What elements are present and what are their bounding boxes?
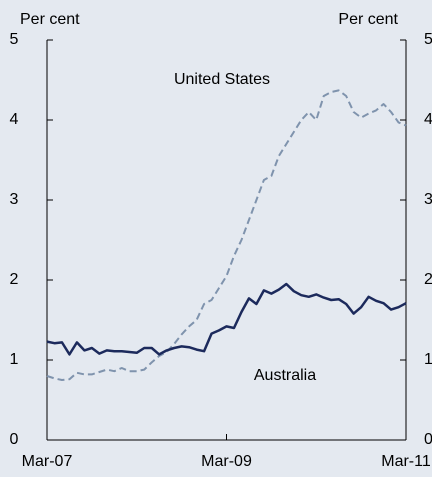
- y2-axis-label: Per cent: [338, 11, 398, 28]
- y2-tick-label: 4: [424, 111, 432, 128]
- y-tick-label: 5: [10, 31, 19, 48]
- y2-tick-label: 3: [424, 191, 432, 208]
- y2-tick-label: 1: [424, 351, 432, 368]
- series-label: United States: [174, 71, 270, 88]
- y-tick-label: 1: [10, 351, 19, 368]
- x-tick-label: Mar-09: [201, 453, 252, 470]
- y2-tick-label: 0: [424, 431, 432, 448]
- y-tick-label: 4: [10, 111, 19, 128]
- series-label: Australia: [254, 367, 316, 384]
- y2-tick-label: 5: [424, 31, 432, 48]
- x-tick-label: Mar-07: [22, 453, 73, 470]
- y-axis-label: Per cent: [20, 11, 80, 28]
- y-tick-label: 2: [10, 271, 19, 288]
- series-line: [46, 89, 407, 381]
- series-line: [46, 282, 407, 356]
- y-tick-label: 0: [10, 431, 19, 448]
- x-tick-label: Mar-11: [381, 453, 431, 470]
- y2-tick-label: 2: [424, 271, 432, 288]
- y-tick-label: 3: [10, 191, 19, 208]
